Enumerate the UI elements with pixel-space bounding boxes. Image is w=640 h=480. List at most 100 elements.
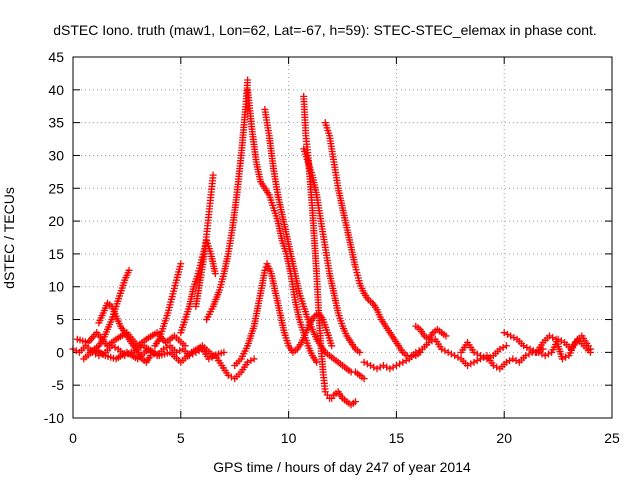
data-point xyxy=(181,342,189,350)
data-point xyxy=(177,260,185,268)
data-point xyxy=(415,347,423,355)
data-point xyxy=(544,350,552,358)
data-point xyxy=(476,352,484,360)
x-tick-label: 15 xyxy=(389,430,405,446)
data-point xyxy=(467,360,475,368)
data-point xyxy=(454,353,462,361)
data-point xyxy=(503,330,511,338)
data-point xyxy=(502,358,510,366)
data-point xyxy=(520,342,528,350)
data-point xyxy=(500,329,508,337)
data-point xyxy=(541,352,549,360)
y-tick-label: 45 xyxy=(48,49,64,65)
series-18 xyxy=(533,332,594,363)
y-tick-label: 10 xyxy=(48,279,64,295)
plot-frame xyxy=(72,56,613,419)
data-point xyxy=(328,342,336,350)
series-0 xyxy=(69,342,258,383)
y-tick-label: 15 xyxy=(48,246,64,262)
data-point xyxy=(464,361,472,369)
data-point xyxy=(247,357,255,365)
y-tick-label: 40 xyxy=(48,82,64,98)
data-point xyxy=(496,345,504,353)
series-11 xyxy=(330,388,359,409)
y-tick-label: 35 xyxy=(48,115,64,131)
data-point xyxy=(379,361,387,369)
data-point xyxy=(370,363,378,371)
data-point xyxy=(451,352,459,360)
data-point xyxy=(483,355,491,363)
series-19 xyxy=(80,342,228,366)
data-point xyxy=(526,345,534,353)
series-20 xyxy=(73,329,189,350)
data-point xyxy=(470,358,478,366)
data-point xyxy=(208,353,216,361)
x-tick-label: 20 xyxy=(496,430,512,446)
series-3 xyxy=(151,260,185,350)
series-5 xyxy=(192,171,217,310)
data-point xyxy=(510,334,518,342)
data-point xyxy=(562,353,570,361)
data-point xyxy=(428,337,436,345)
y-tick-label: -5 xyxy=(52,377,65,393)
data-point xyxy=(392,361,400,369)
data-point xyxy=(172,348,180,356)
data-point xyxy=(549,334,557,342)
data-point xyxy=(470,348,478,356)
data-point xyxy=(522,352,530,360)
data-point xyxy=(125,266,133,274)
data-point xyxy=(386,365,394,373)
data-point xyxy=(313,358,321,366)
data-point xyxy=(489,361,497,369)
data-point xyxy=(442,332,450,340)
data-point xyxy=(160,345,168,353)
data-point xyxy=(111,343,119,351)
data-point xyxy=(545,332,553,340)
data-point xyxy=(224,371,232,379)
data-point xyxy=(220,348,228,356)
series-6 xyxy=(203,76,252,324)
y-tick-label: 25 xyxy=(48,180,64,196)
data-point xyxy=(499,343,507,351)
data-point xyxy=(205,355,213,363)
data-point xyxy=(557,337,565,345)
data-point xyxy=(244,76,252,84)
data-point xyxy=(351,398,359,406)
y-tick-label: 5 xyxy=(56,312,64,328)
data-point xyxy=(525,350,533,358)
series-4 xyxy=(177,237,219,337)
data-point xyxy=(402,357,410,365)
data-point xyxy=(447,350,455,358)
x-axis-label: GPS time / hours of day 247 of year 2014 xyxy=(213,459,471,475)
x-tick-label: 5 xyxy=(177,430,185,446)
series-13 xyxy=(321,119,424,360)
series-10 xyxy=(300,92,338,402)
data-point xyxy=(509,355,517,363)
data-point xyxy=(244,358,252,366)
data-point xyxy=(367,361,375,369)
data-point xyxy=(507,332,515,340)
series-16 xyxy=(457,339,510,363)
data-point xyxy=(209,171,217,179)
y-tick-label: 30 xyxy=(48,147,64,163)
data-point xyxy=(444,348,452,356)
data-point xyxy=(506,357,514,365)
data-point xyxy=(363,360,371,368)
data-point xyxy=(383,363,391,371)
data-point xyxy=(356,348,364,356)
data-point xyxy=(396,360,404,368)
y-tick-label: -10 xyxy=(44,410,64,426)
data-point xyxy=(473,357,481,365)
data-point xyxy=(360,375,368,383)
y-tick-label: 0 xyxy=(56,344,64,360)
tick-labels: 0 5 10 15 20 25 -10 -5 0 5 10 15 20 25 30 35 40 45 xyxy=(44,49,620,446)
x-tick-label: 10 xyxy=(281,430,297,446)
series-12 xyxy=(300,145,364,356)
chart-title: dSTEC Iono. truth (maw1, Lon=62, Lat=-67… xyxy=(53,22,597,38)
data-point xyxy=(529,347,537,355)
data-point xyxy=(412,348,420,356)
data-point xyxy=(250,355,258,363)
grid-lines xyxy=(73,57,612,418)
data-point xyxy=(441,347,449,355)
